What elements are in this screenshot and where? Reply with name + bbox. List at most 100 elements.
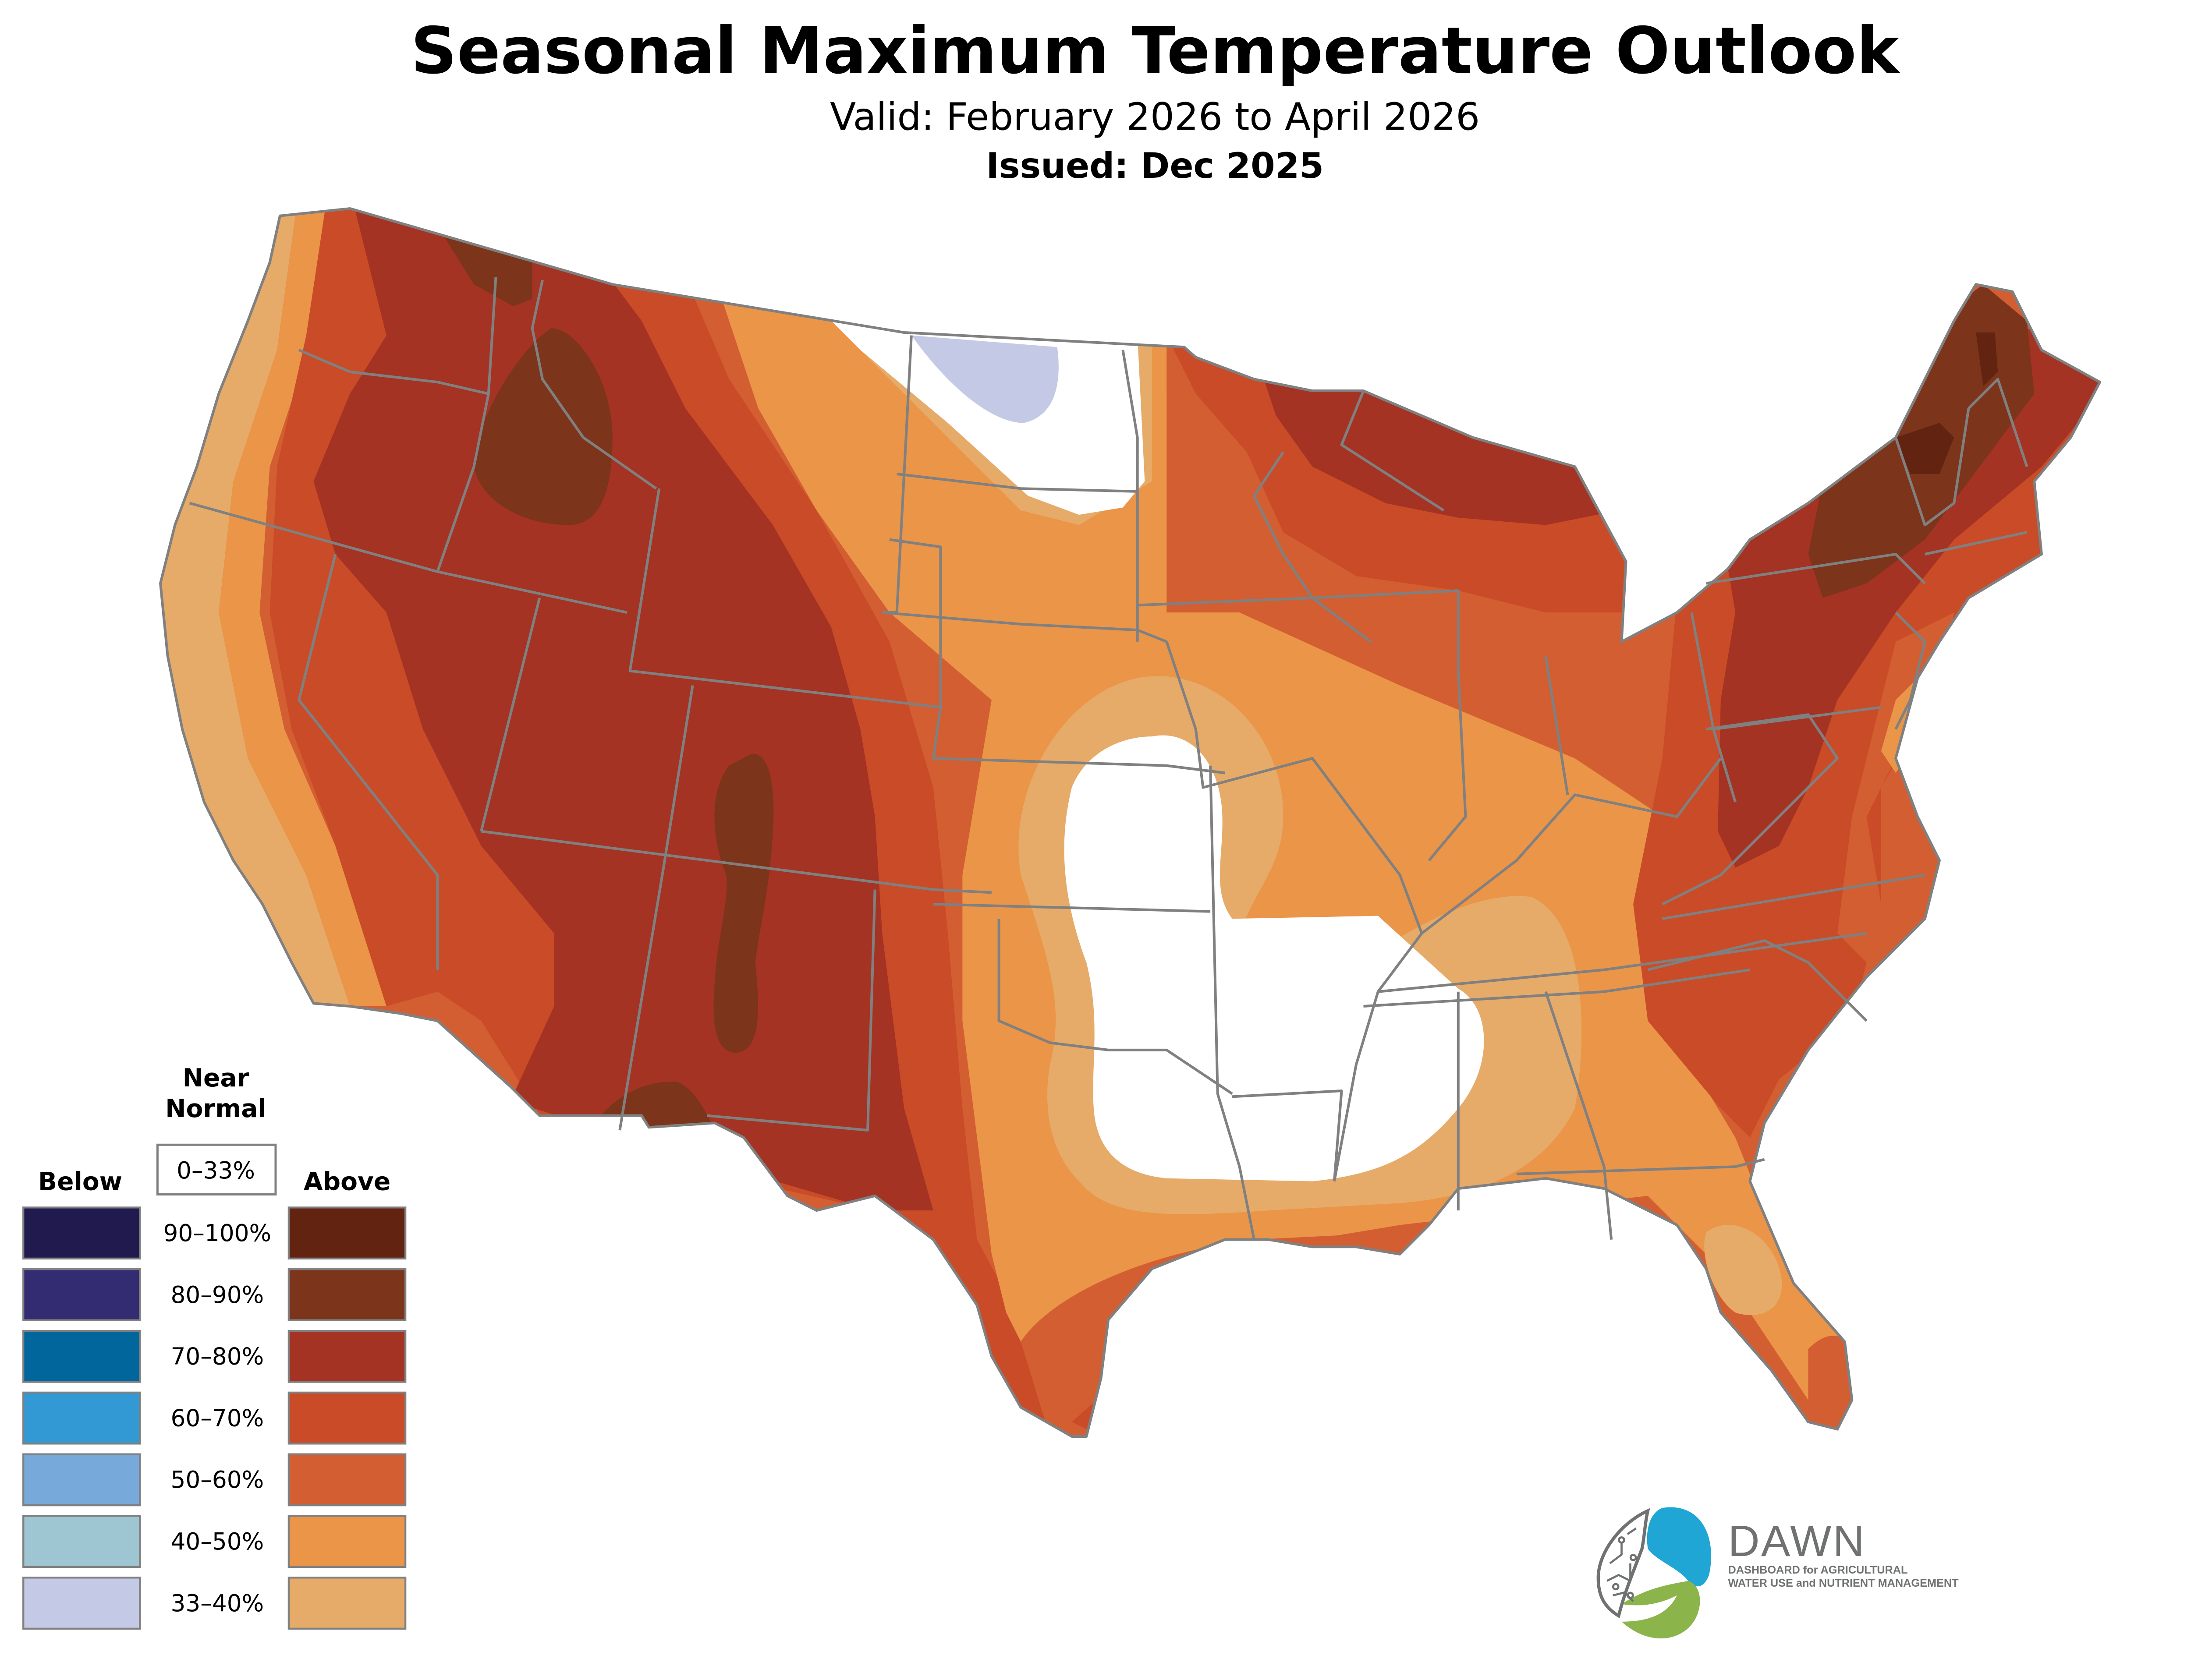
legend-range-label: 50–60%: [170, 1466, 264, 1493]
legend-swatch-below: [22, 1206, 141, 1260]
boundary-in-oh: [1544, 656, 1569, 795]
state-boundaries: [160, 209, 2100, 1436]
legend: Near Normal 0–33% Below Above 90–100% 80–…: [22, 1064, 407, 1630]
legend-near-normal-line2: Normal: [165, 1094, 266, 1123]
boundary-tn-south: [1363, 968, 1750, 1008]
contour-above-70-80-east: [1718, 321, 2100, 868]
legend-swatch-above: [287, 1453, 407, 1507]
legend-swatch-below: [22, 1453, 141, 1507]
legend-near-normal-box: [156, 1143, 277, 1195]
boundary-va-nc: [1662, 874, 1925, 920]
logo-circuit-leaf: [1596, 1508, 1650, 1619]
legend-row: 80–90%: [22, 1268, 407, 1321]
boundary-ar-la: [1232, 1089, 1343, 1181]
valid-period: Valid: February 2026 to April 2026: [830, 95, 1480, 139]
boundary-wy: [628, 488, 942, 709]
contour-above-70-80-upper-midwest: [1254, 350, 1634, 525]
dawn-logo: DAWN DASHBOARD for AGRICULTURAL WATER US…: [1596, 1507, 1959, 1639]
legend-swatch-above: [287, 1206, 407, 1260]
legend-row: 50–60%: [22, 1453, 407, 1507]
logo-blue-drop: [1647, 1507, 1712, 1587]
boundary-nm-tx: [707, 889, 876, 1132]
legend-swatch-below: [22, 1391, 141, 1445]
boundary-ut-co: [662, 685, 694, 868]
legend-swatch-above: [287, 1330, 407, 1383]
boundary-ma-ct: [1925, 531, 2028, 555]
boundary-mo-ar: [1209, 765, 1255, 1240]
logo-wordmark: DAWN: [1728, 1517, 1866, 1566]
boundary-nh-me: [1968, 378, 2028, 467]
boundary-nv-ca: [298, 554, 439, 970]
contour-above-50-60-south-florida: [1808, 1336, 1855, 1422]
boundary-ky-north: [1421, 757, 1722, 934]
issued-date: Issued: Dec 2025: [986, 145, 1324, 186]
boundary-ok-tx: [997, 919, 1233, 1095]
boundary-mississippi-river: [1165, 641, 1423, 1182]
legend-swatch-above: [287, 1577, 407, 1630]
legend-range-label: 80–90%: [170, 1281, 264, 1309]
legend-swatch-above: [287, 1391, 407, 1445]
legend-swatch-below: [22, 1330, 141, 1383]
boundary-al-ga: [1544, 991, 1613, 1240]
boundary-nd-mn: [1121, 350, 1139, 642]
legend-swatch-below: [22, 1268, 141, 1321]
boundary-nv-ut: [480, 598, 541, 832]
boundary-wi-il: [1312, 589, 1460, 671]
legend-range-label: 33–40%: [170, 1590, 264, 1617]
legend-swatch-above: [287, 1515, 407, 1568]
boundary-ks-ok: [933, 902, 1211, 913]
contour-above-33-40-florida: [1704, 1225, 1782, 1316]
legend-range-label: 40–50%: [170, 1528, 264, 1555]
circuit-pattern-icon: [1606, 1527, 1637, 1602]
boundary-nc-sc: [1647, 939, 1868, 1022]
boundary-ne-sd: [882, 611, 1167, 643]
us-map: [146, 190, 2129, 1458]
boundary-id-mt: [531, 279, 657, 490]
boundary-ga-fl: [1516, 1158, 1765, 1175]
legend-range-label: 60–70%: [170, 1404, 264, 1432]
boundary-ny-vt-nh: [1894, 408, 1970, 527]
boundary-wa-or: [298, 349, 489, 395]
legend-below-label: Below: [38, 1167, 122, 1196]
contour-above-80-90-idaho: [474, 328, 613, 525]
contour-below-33-40-north-dakota: [911, 335, 1059, 423]
legend-swatch-above: [287, 1268, 407, 1321]
contour-above-90-100-northeast: [1896, 423, 1954, 474]
logo-tagline-2: WATER USE and NUTRIENT MANAGEMENT: [1728, 1577, 1959, 1589]
boundary-or-ca-nv: [189, 502, 628, 614]
boundary-wi-mi: [1340, 390, 1445, 512]
boundary-mt-nd: [882, 335, 913, 614]
legend-row: 33–40%: [22, 1577, 407, 1630]
boundary-nj: [1894, 612, 1926, 730]
legend-near-normal-line1: Near: [183, 1064, 249, 1093]
legend-swatch-below: [22, 1577, 141, 1630]
boundary-pa-ny: [1706, 553, 1926, 585]
legend-row: 60–70%: [22, 1391, 407, 1445]
boundary-co-ks-ne: [932, 707, 1225, 775]
contour-above-50-60-gulf: [1021, 1232, 1458, 1437]
legend-swatch-below: [22, 1515, 141, 1568]
boundary-mn-wi: [1252, 451, 1314, 599]
boundary-pa-md: [1713, 706, 1882, 731]
legend-range-label: 90–100%: [163, 1220, 272, 1247]
boundary-id-west: [436, 277, 497, 572]
boundary-il-in: [1428, 671, 1467, 862]
map-title: Seasonal Maximum Temperature Outlook: [411, 13, 1900, 88]
boundary-ky-tn: [1378, 932, 1867, 993]
legend-row: 70–80%: [22, 1330, 407, 1383]
logo-tagline-1: DASHBOARD for AGRICULTURAL: [1728, 1564, 1907, 1576]
boundary-sd-nd: [897, 472, 1138, 493]
contour-above-80-90-pnw: [437, 226, 532, 307]
near-normal-central: [1064, 735, 1484, 1181]
boundary-4-corners: [481, 830, 992, 894]
legend-range-label: 70–80%: [170, 1343, 264, 1370]
legend-rows: 90–100% 80–90% 70–80% 60–70% 50–60% 40–50% 33–…: [22, 1206, 407, 1630]
contour-above-70-80-west: [313, 209, 933, 1211]
boundary-az-nm: [618, 867, 665, 1131]
contour-above-80-90-newmexico: [713, 753, 774, 1053]
probability-contours: [160, 209, 2100, 1437]
logo-green-leaf: [1621, 1581, 1700, 1639]
legend-near-normal-range: 0–33%: [177, 1157, 255, 1184]
boundary-wv: [1662, 713, 1839, 905]
